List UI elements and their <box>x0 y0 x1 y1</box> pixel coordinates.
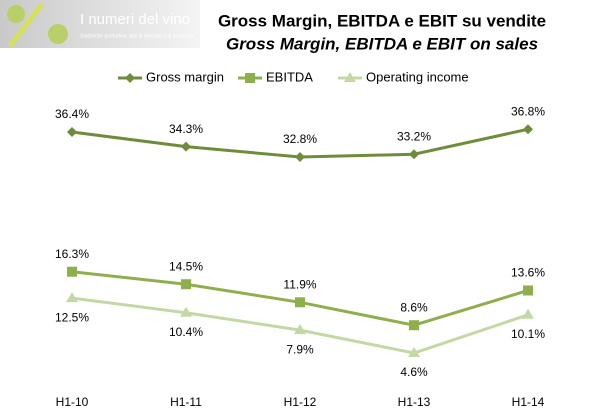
data-point <box>409 149 419 160</box>
data-point <box>181 141 191 152</box>
data-label: 36.8% <box>511 104 545 118</box>
data-point <box>66 292 78 303</box>
x-tick-label: H1-12 <box>284 395 317 409</box>
data-point <box>295 297 305 308</box>
data-point <box>67 127 77 138</box>
data-label: 16.3% <box>55 247 89 261</box>
data-label: 32.8% <box>283 132 317 146</box>
data-label: 33.2% <box>397 129 431 143</box>
data-point <box>180 306 192 317</box>
data-point <box>408 347 420 358</box>
data-point <box>67 266 77 277</box>
logo-background <box>0 0 200 48</box>
legend-marker <box>344 72 356 82</box>
chart-title: Gross Margin, EBITDA e EBIT su vendite <box>218 11 546 30</box>
data-label: 14.5% <box>169 259 203 273</box>
legend-label: Gross margin <box>146 69 224 84</box>
x-tick-label: H1-14 <box>512 395 545 409</box>
data-point <box>523 124 533 135</box>
logo-grape <box>48 24 68 44</box>
data-label: 13.6% <box>511 266 545 280</box>
data-label: 10.1% <box>511 327 545 341</box>
data-point <box>295 152 305 163</box>
data-label: 11.9% <box>283 277 316 291</box>
logo-tagline: Statistiche produttive, dati di mercato … <box>80 33 193 39</box>
chart-subtitle: Gross Margin, EBITDA e EBIT on sales <box>226 34 538 53</box>
x-tick-label: H1-13 <box>398 395 431 409</box>
data-point <box>181 279 191 290</box>
data-label: 34.3% <box>169 122 203 136</box>
data-label: 8.6% <box>400 300 428 314</box>
legend-label: Operating income <box>366 69 469 84</box>
data-point <box>294 324 306 335</box>
data-label: 10.4% <box>169 325 203 339</box>
data-point <box>409 320 419 331</box>
logo-slash <box>8 2 44 48</box>
logo-grape <box>7 5 25 23</box>
legend-label: EBITDA <box>266 69 313 84</box>
logo-title: I numeri del vino <box>80 11 190 28</box>
x-tick-label: H1-10 <box>56 395 89 409</box>
data-point <box>522 308 534 319</box>
x-tick-label: H1-11 <box>170 395 202 409</box>
logo: I numeri del vino Statistiche produttive… <box>0 0 200 48</box>
data-label: 7.9% <box>286 342 314 356</box>
data-label: 4.6% <box>400 365 428 379</box>
data-label: 36.4% <box>55 107 89 121</box>
data-point <box>523 285 533 296</box>
legend-marker <box>125 73 135 83</box>
data-label: 12.5% <box>55 310 89 324</box>
legend-marker <box>245 73 255 83</box>
